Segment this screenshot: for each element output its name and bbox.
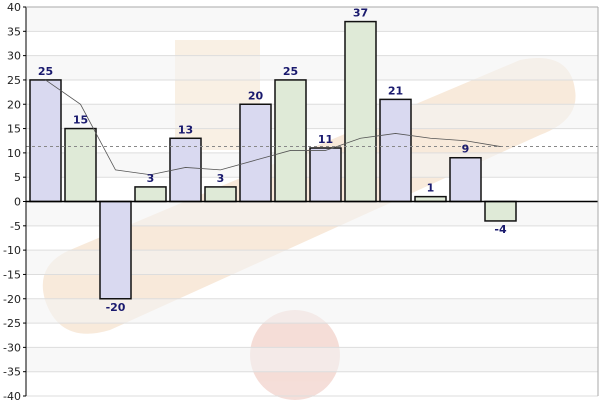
bar — [29, 79, 62, 203]
bar — [99, 200, 132, 300]
bar — [64, 127, 97, 203]
y-tick-label: -40 — [3, 390, 21, 400]
data-label: 21 — [388, 84, 403, 97]
trend-line — [45, 79, 501, 176]
grid-band — [26, 298, 598, 324]
y-tick-label: 35 — [7, 25, 21, 38]
y-tick-label: 25 — [7, 74, 21, 87]
y-tick-label: -10 — [3, 244, 21, 257]
y-tick-label: 30 — [7, 50, 21, 63]
data-label: 15 — [73, 114, 88, 127]
data-label: 11 — [318, 133, 333, 146]
data-label: 25 — [38, 65, 53, 78]
data-label: -20 — [106, 301, 126, 314]
y-tick-label: -15 — [3, 268, 21, 281]
data-label: -4 — [494, 223, 507, 236]
grid-band — [26, 55, 598, 80]
data-label: 13 — [178, 123, 193, 136]
y-tick-label: -35 — [3, 366, 21, 379]
data-label: 25 — [283, 65, 298, 78]
bars — [29, 20, 517, 300]
grid-bands — [26, 7, 598, 372]
y-tick-labels: 40 35 30 25 20 15 10 5 0 -5 -10 -15 -20 -25 -30 -35 -40 — [3, 1, 26, 400]
bar — [449, 156, 482, 203]
y-tick-label: 20 — [7, 98, 21, 111]
bar — [134, 186, 167, 203]
y-tick-label: -30 — [3, 341, 21, 354]
bar — [379, 98, 412, 203]
y-tick-label: 5 — [14, 171, 21, 184]
y-tick-label: 15 — [7, 123, 21, 136]
y-tick-label: 0 — [14, 196, 21, 209]
grid-band — [26, 347, 598, 372]
data-labels: 25 15 -20 3 13 3 20 25 11 37 21 1 9 -4 — [38, 7, 507, 314]
data-label: 1 — [427, 182, 435, 195]
y-tick-label: -5 — [10, 220, 21, 233]
bar — [484, 200, 517, 222]
y-tick-label: -25 — [3, 317, 21, 330]
data-label: 3 — [147, 172, 155, 185]
data-label: 9 — [462, 143, 470, 156]
bar — [344, 20, 377, 203]
y-tick-label: 10 — [7, 147, 21, 160]
bar — [239, 103, 272, 203]
bar — [309, 147, 342, 203]
bar — [204, 186, 237, 203]
bar — [274, 79, 307, 203]
data-label: 3 — [217, 172, 225, 185]
data-label: 20 — [248, 89, 264, 102]
y-tick-label: -20 — [3, 293, 21, 306]
grid-band — [26, 7, 598, 32]
y-tick-label: 40 — [7, 1, 21, 14]
trend-line-mark — [45, 79, 501, 176]
grid-band — [26, 104, 598, 129]
data-label: 37 — [353, 7, 368, 20]
